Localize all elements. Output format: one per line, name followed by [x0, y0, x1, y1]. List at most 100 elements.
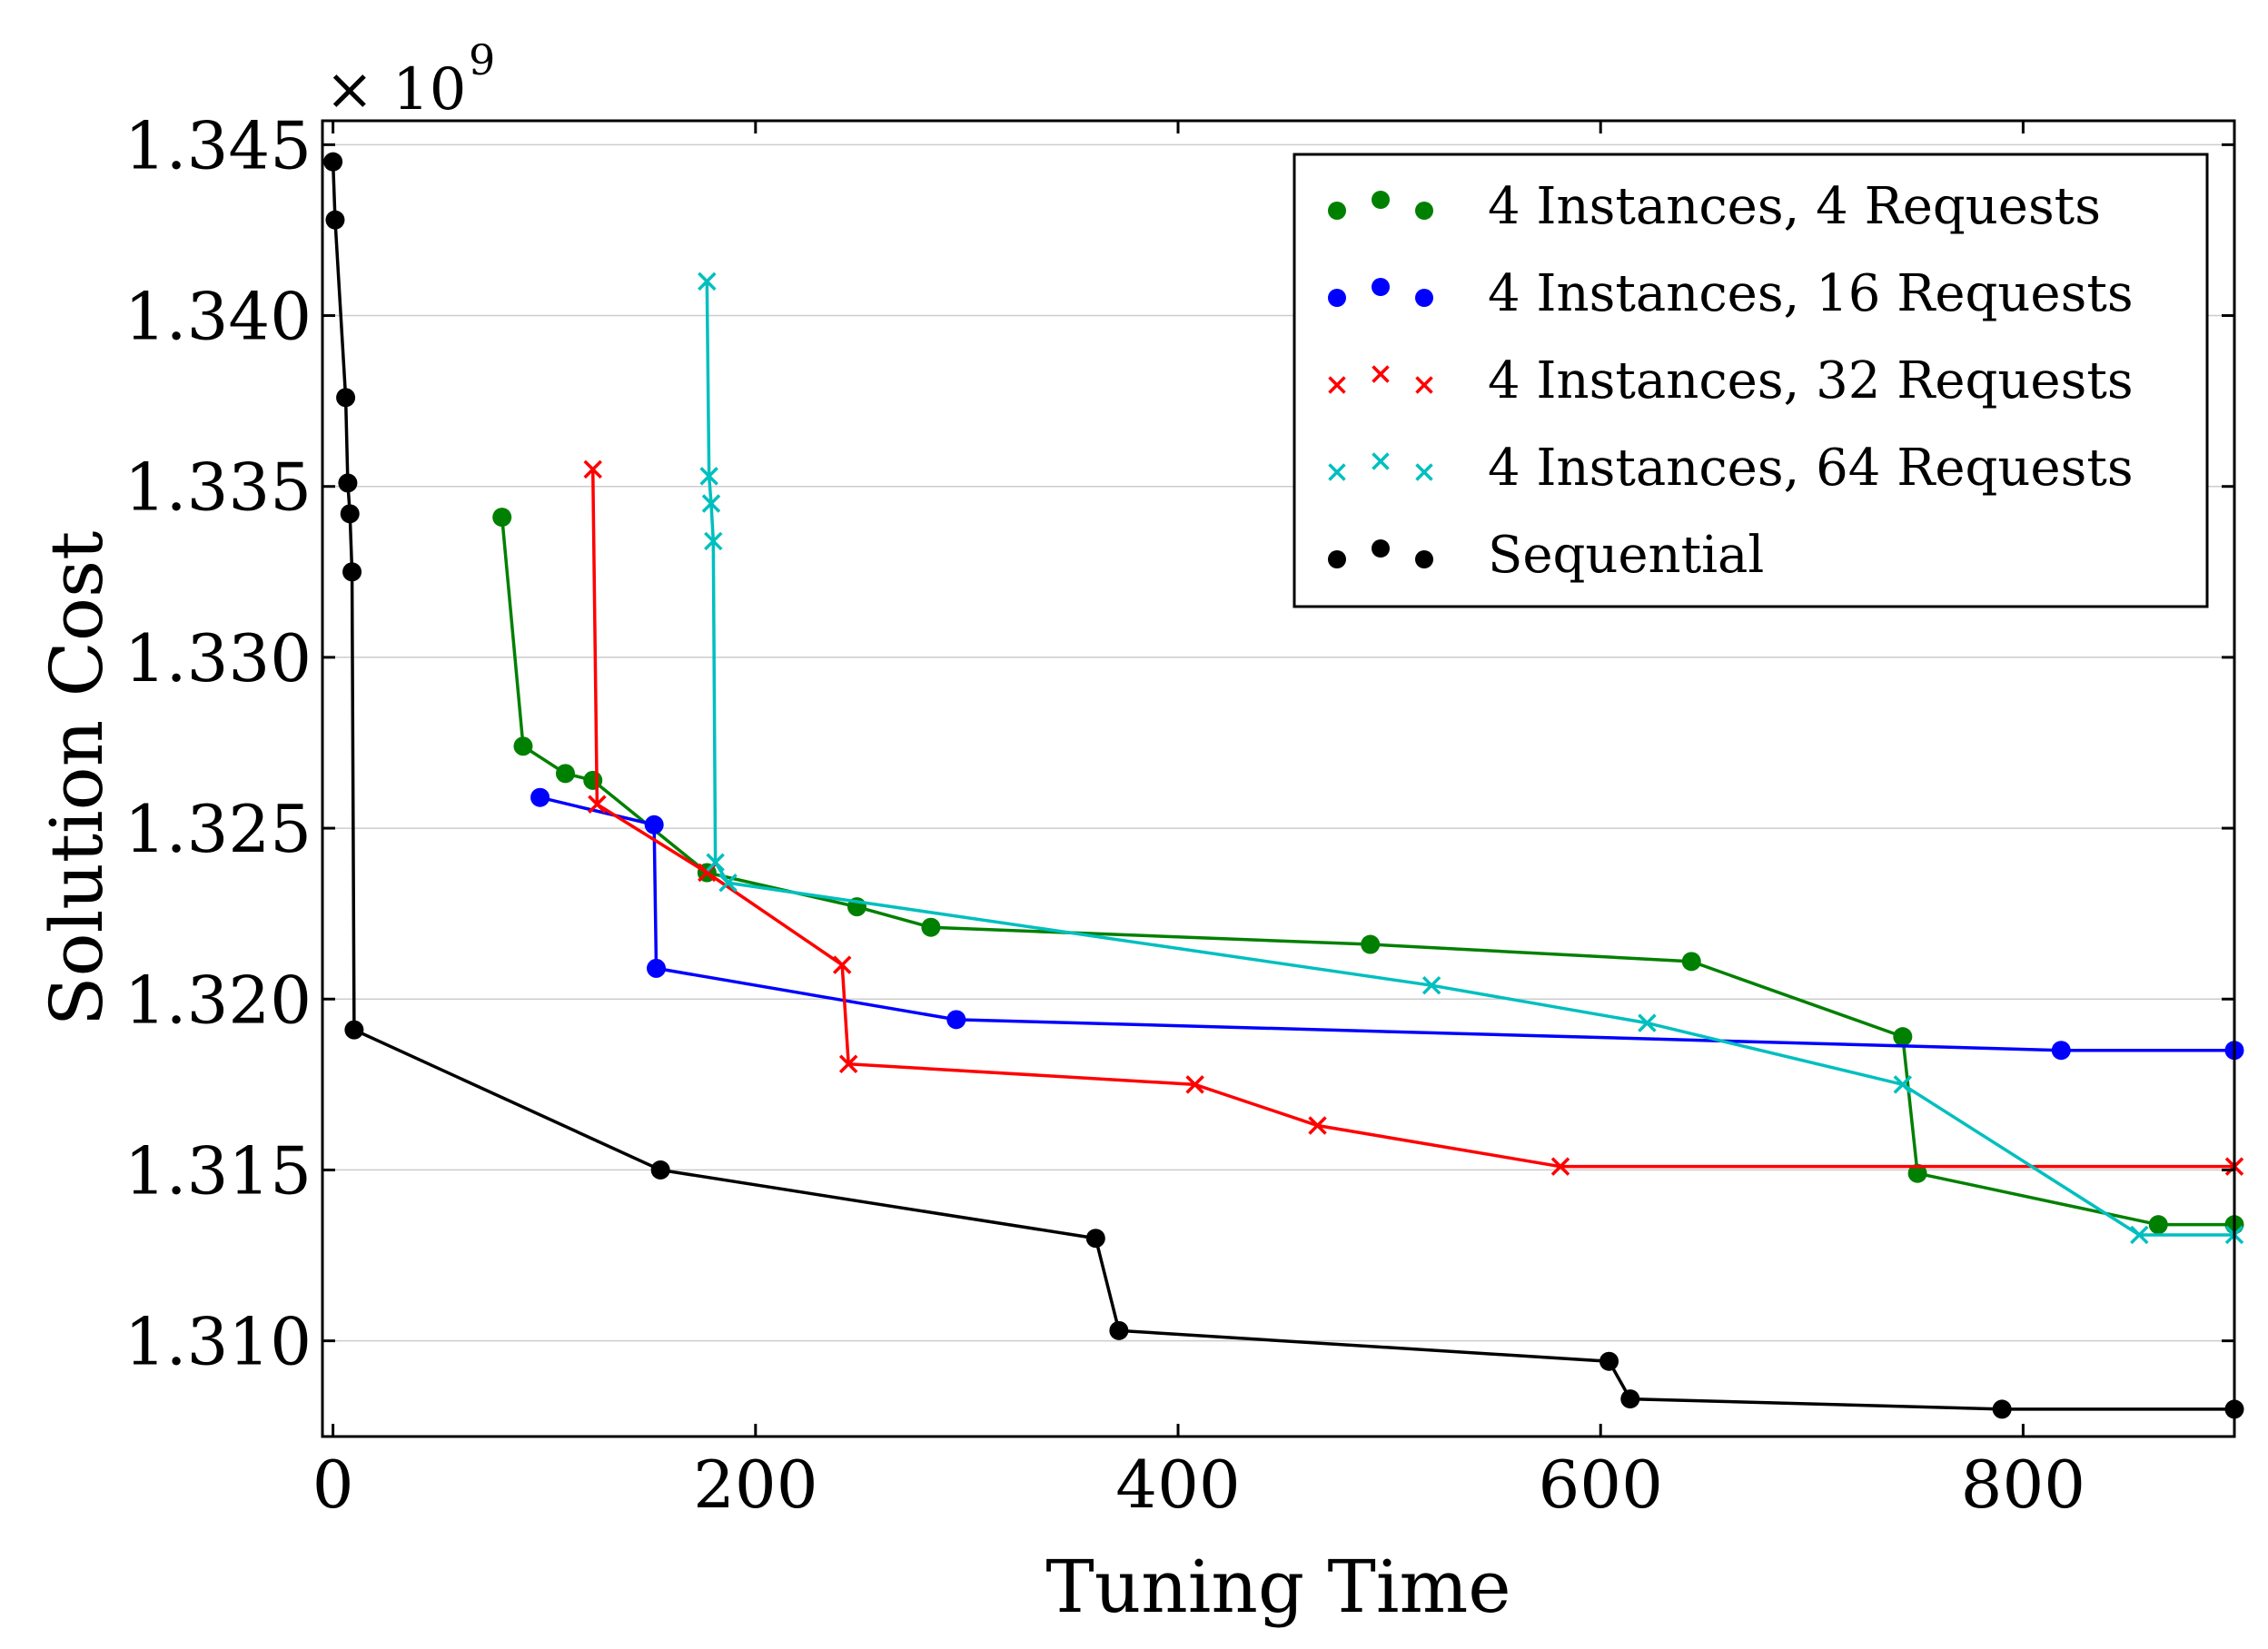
x-tick-label: 0	[312, 1447, 354, 1523]
data-point	[1415, 289, 1433, 307]
y-axis-multiplier: × 10 9	[325, 35, 495, 123]
series-line	[540, 795, 2234, 1052]
data-point	[325, 210, 345, 230]
y-tick-label: 1.310	[124, 1304, 312, 1380]
legend-item: Sequential	[1328, 526, 1764, 585]
data-point	[718, 874, 738, 893]
data-point	[1372, 452, 1390, 470]
series-line	[500, 517, 2234, 1227]
data-point	[706, 853, 725, 872]
data-point	[1308, 1116, 1327, 1135]
data-point	[1415, 463, 1433, 481]
data-point	[1372, 278, 1390, 296]
data-point	[1372, 365, 1390, 383]
data-point	[701, 494, 721, 513]
data-point	[1992, 1399, 2012, 1419]
data-point	[1415, 202, 1433, 220]
data-point	[1372, 539, 1390, 558]
data-point	[344, 1020, 364, 1040]
data-point	[644, 815, 664, 834]
y-multiplier-exponent: 9	[469, 35, 495, 84]
data-point	[704, 531, 723, 551]
data-point	[323, 152, 343, 172]
data-point	[1328, 289, 1346, 307]
data-point	[1185, 1075, 1204, 1094]
legend-item: 4 Instances, 4 Requests	[1328, 177, 2101, 236]
data-point	[698, 272, 717, 291]
data-point	[1415, 550, 1433, 568]
data-point	[555, 764, 575, 784]
data-point	[1415, 376, 1433, 394]
data-point	[2148, 1215, 2168, 1235]
data-point	[699, 467, 718, 486]
y-tick-label: 1.320	[124, 962, 312, 1038]
y-tick-label: 1.335	[124, 449, 312, 526]
data-point	[838, 1054, 858, 1074]
legend-label: 4 Instances, 32 Requests	[1488, 351, 2134, 410]
data-point	[650, 1160, 670, 1180]
y-tick-label: 1.330	[124, 620, 312, 696]
data-point	[921, 917, 941, 937]
data-point	[1893, 1027, 1913, 1047]
data-point	[832, 955, 852, 974]
legend: 4 Instances, 4 Requests 4 Instances, 16 R…	[1292, 153, 2209, 608]
data-point	[946, 1010, 966, 1030]
data-point	[1599, 1351, 1619, 1371]
data-point	[583, 459, 602, 479]
legend-item: 4 Instances, 32 Requests	[1328, 351, 2134, 410]
data-point	[1681, 952, 1701, 972]
data-point	[1620, 1389, 1640, 1409]
data-point	[1109, 1320, 1129, 1340]
x-tick-label: 800	[1961, 1447, 2085, 1523]
data-point	[1550, 1157, 1570, 1176]
data-point	[1638, 1013, 1657, 1032]
data-point	[1328, 550, 1346, 568]
data-point	[340, 504, 360, 524]
axis-ticks: 1.310 1.315 1.320 1.325 1.330 1.335 1.340 1.345…	[124, 107, 2234, 1523]
legend-item: 4 Instances, 16 Requests	[1328, 264, 2134, 323]
data-point	[1907, 1163, 1927, 1183]
y-tick-label: 1.340	[124, 279, 312, 355]
legend-label: Sequential	[1488, 526, 1764, 585]
data-point	[1328, 376, 1346, 394]
x-tick-label: 200	[693, 1447, 817, 1523]
data-point	[2130, 1225, 2149, 1245]
legend-label: 4 Instances, 64 Requests	[1488, 439, 2134, 498]
data-point	[342, 562, 362, 582]
data-point	[1893, 1075, 1913, 1094]
data-point	[1328, 202, 1346, 220]
y-multiplier-base: × 10	[325, 56, 466, 123]
series-sequential	[323, 152, 2244, 1419]
y-tick-label: 1.325	[124, 791, 312, 867]
data-point	[338, 473, 358, 493]
data-point	[1421, 975, 1441, 995]
series-4-instances-16-requests	[530, 787, 2244, 1061]
data-point	[513, 736, 533, 756]
data-point	[588, 795, 607, 814]
legend-items: 4 Instances, 4 Requests 4 Instances, 16 R…	[1328, 177, 2134, 585]
series-layer	[323, 152, 2244, 1419]
legend-box	[1292, 153, 2209, 608]
data-point	[647, 958, 667, 978]
legend-label: 4 Instances, 4 Requests	[1488, 177, 2101, 236]
data-point	[530, 787, 550, 807]
x-tick-label: 600	[1538, 1447, 1662, 1523]
y-tick-label: 1.345	[124, 107, 312, 183]
y-tick-label: 1.315	[124, 1132, 312, 1209]
legend-item: 4 Instances, 64 Requests	[1328, 439, 2134, 498]
data-point	[2051, 1041, 2071, 1061]
data-point	[336, 388, 356, 408]
data-point	[1372, 191, 1390, 209]
y-axis-title: Solution Cost	[35, 531, 119, 1027]
legend-label: 4 Instances, 16 Requests	[1488, 264, 2134, 323]
series-4-instances-64-requests	[698, 272, 2244, 1245]
x-axis-title: Tuning Time	[1045, 1545, 1510, 1629]
data-point	[1361, 934, 1381, 954]
x-tick-label: 400	[1115, 1447, 1240, 1523]
data-point	[492, 508, 512, 528]
series-4-instances-4-requests	[492, 508, 2244, 1235]
data-point	[1328, 463, 1346, 481]
data-point	[583, 770, 603, 790]
grid-lines	[322, 143, 2234, 1342]
